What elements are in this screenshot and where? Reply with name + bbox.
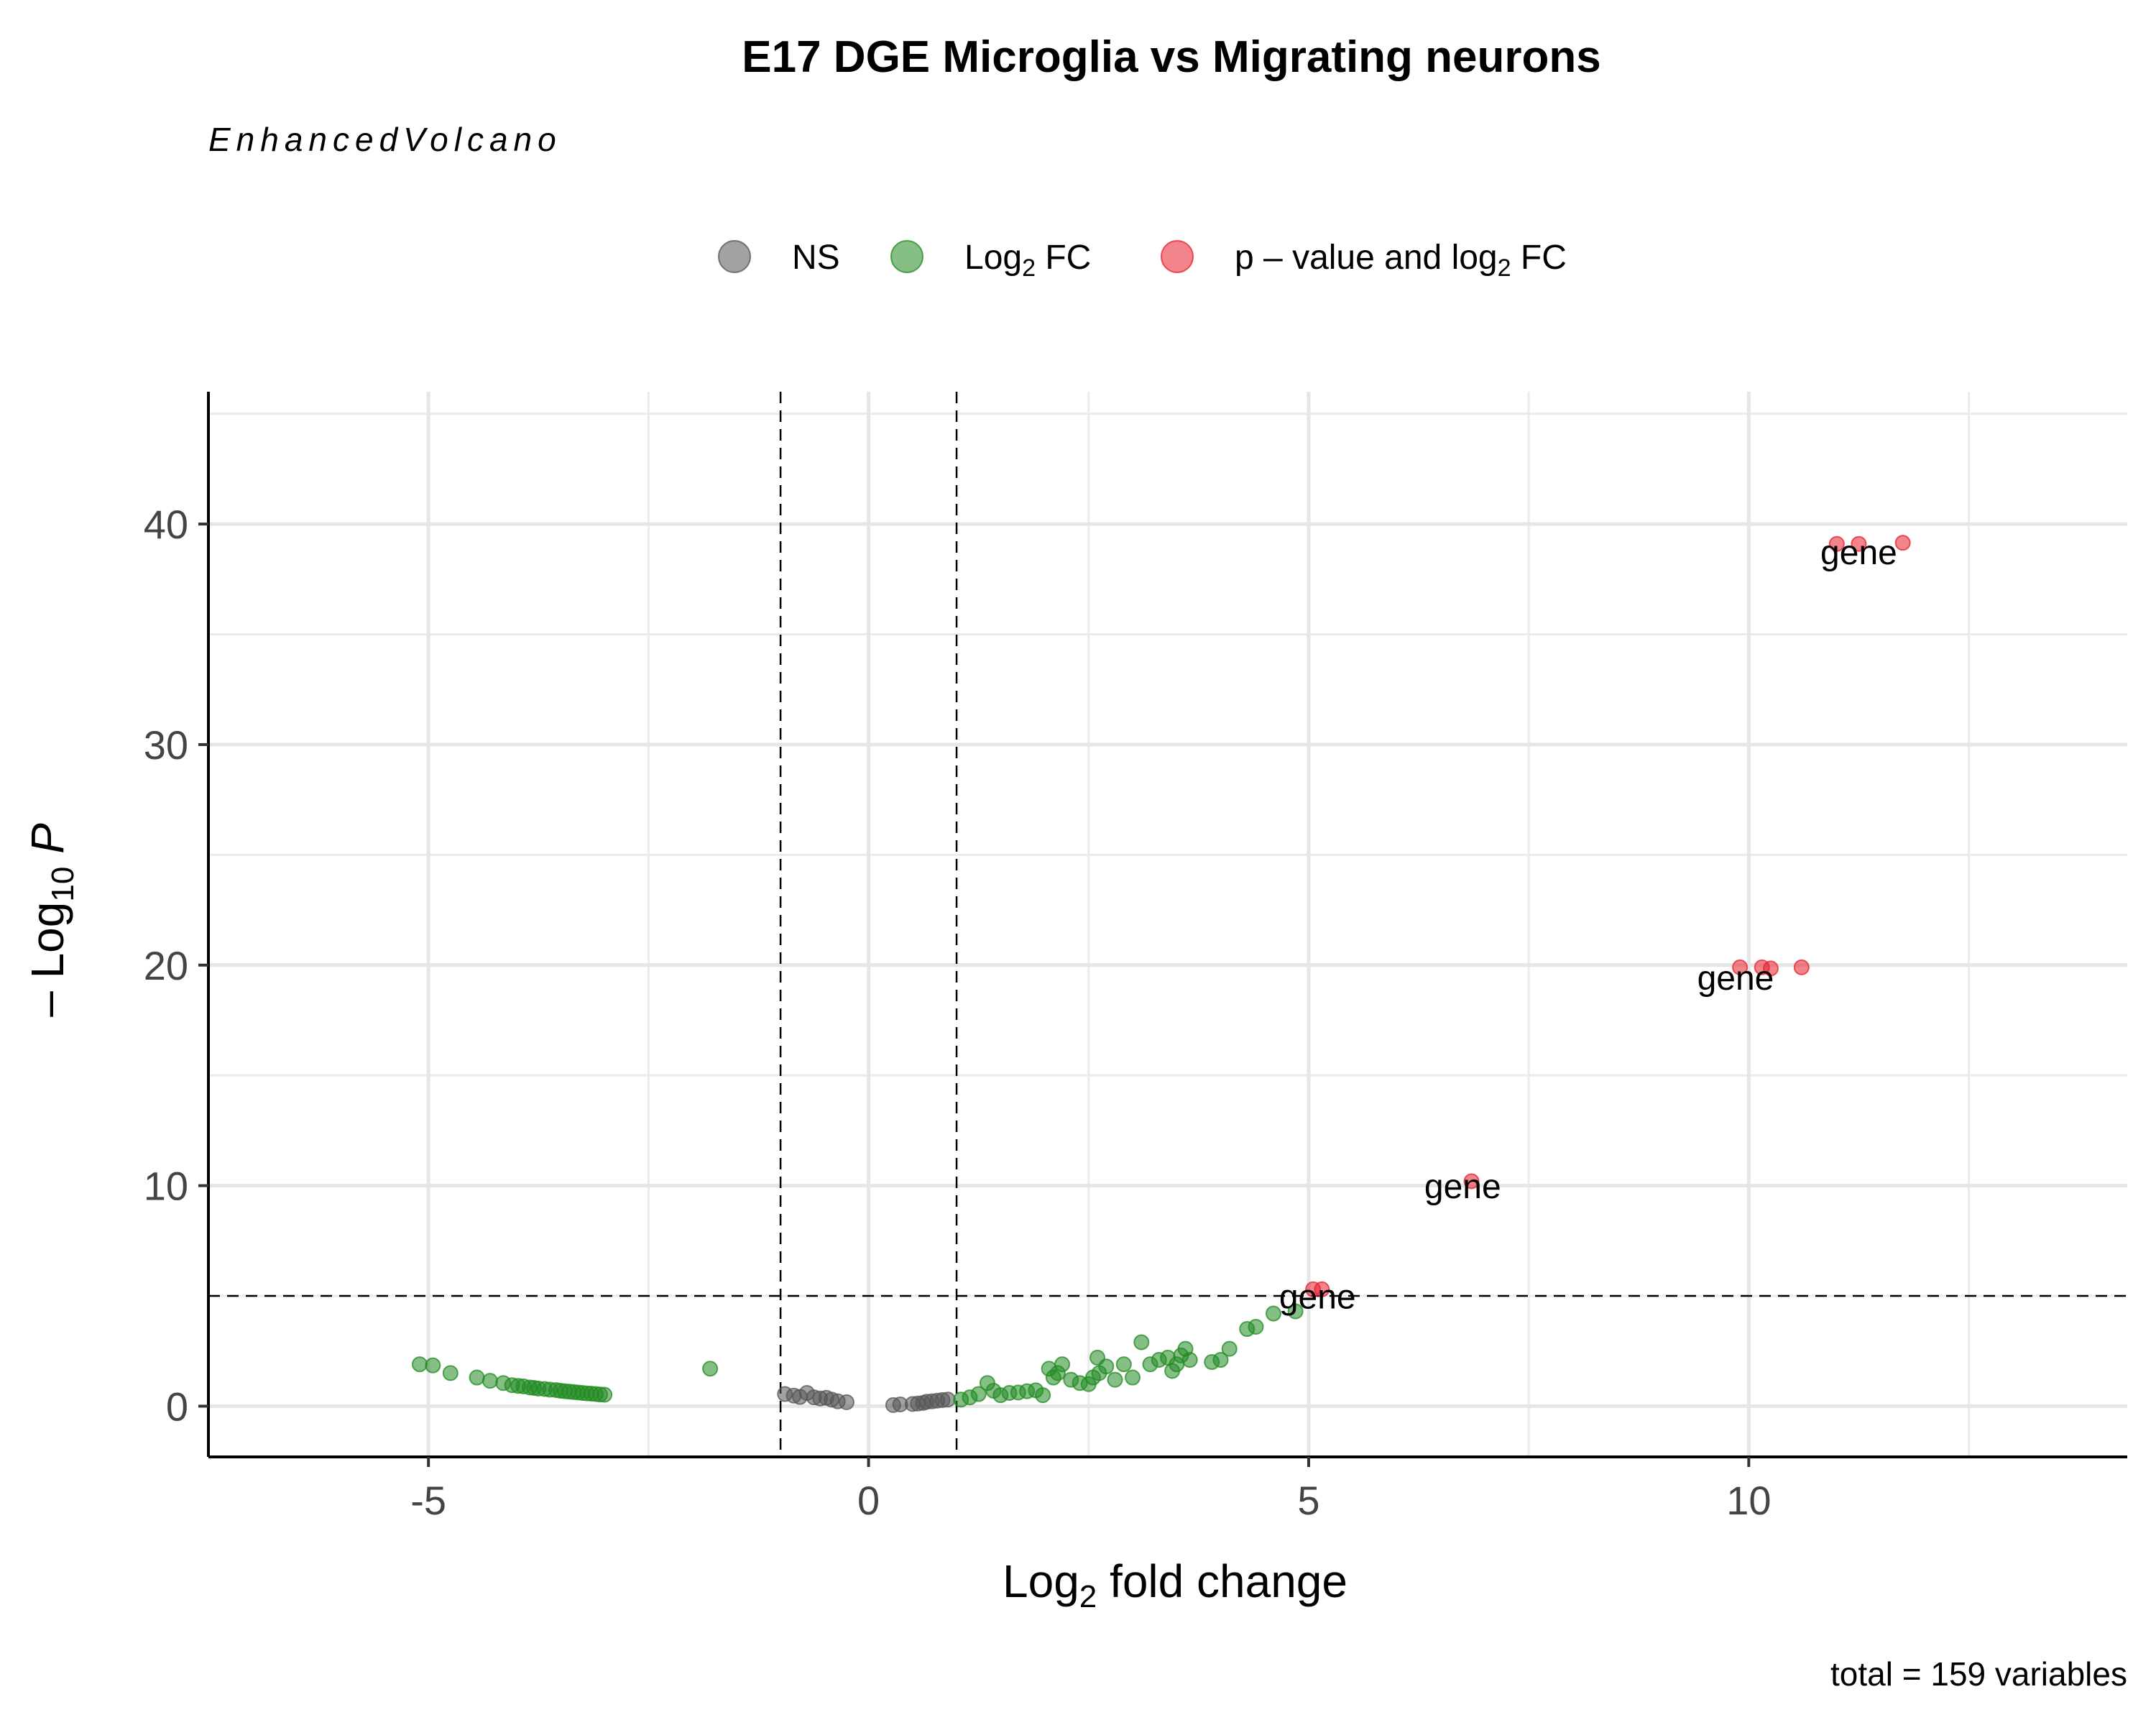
data-point-series-1 [1248,1318,1264,1335]
data-point-series-2 [1851,535,1867,552]
x-axis-title-text: fold change [1110,1555,1348,1607]
major-gridlines [208,392,2127,1457]
data-point-series-2 [1732,959,1749,975]
data-point-series-1 [1265,1305,1281,1322]
y-axis-title-space [22,854,73,867]
y-axis-title: – Log10 P [22,823,80,1017]
data-point-series-1 [702,1361,719,1377]
data-point-series-2 [1314,1281,1330,1297]
data-point-series-1 [1035,1387,1051,1404]
caption: total = 159 variables [1830,1655,2127,1693]
x-axis-title-subscript: 2 [1079,1579,1097,1614]
y-tick-label: 20 [144,943,188,988]
legend-label-p_fc: p – value and log2 FC [1235,239,1567,282]
x-tick-label: 5 [1297,1478,1319,1523]
data-point-series-2 [1463,1173,1480,1190]
data-point-series-1 [1287,1303,1304,1320]
data-point-series-1 [482,1373,498,1389]
chart-subtitle: EnhancedVolcano [208,121,562,158]
gene-label: gene [1820,534,1897,572]
gene-label: gene [1424,1168,1501,1206]
data-point-series-1 [1115,1356,1132,1373]
data-points [411,535,1911,1413]
x-tick-label: 10 [1726,1478,1771,1523]
data-point-series-2 [1793,959,1810,975]
gene-labels: gene gene gene gene [1279,534,1897,1317]
legend-label-fc: Log2 FC [964,239,1091,282]
chart-title: E17 DGE Microglia vs Migrating neurons [742,32,1600,82]
y-axis-title-variable: P [22,823,73,854]
legend: NS Log2 FC p – value and log2 FC [718,239,1567,282]
x-axis-title-prefix: Log [1003,1555,1079,1607]
data-point-series-1 [1125,1369,1141,1386]
data-point-series-1 [1054,1356,1071,1373]
x-axis-title: Log2 fold change [1003,1555,1348,1614]
legend-key-fc [890,240,923,273]
y-tick-label: 40 [144,502,188,547]
data-point-series-0 [838,1394,854,1410]
gene-label: gene [1279,1279,1356,1317]
data-point-series-2 [1762,960,1779,977]
x-tick-label: -5 [410,1478,446,1523]
legend-key-p_fc [1161,240,1194,273]
y-tick-label: 0 [166,1384,188,1429]
x-axis-ticks: -5 0 5 10 [410,1457,1771,1523]
data-point-series-1 [1212,1351,1229,1368]
gene-label: gene [1697,960,1774,998]
data-point-series-1 [1098,1358,1115,1375]
data-point-series-1 [1181,1351,1198,1368]
data-point-series-1 [970,1386,987,1402]
x-tick-label: 0 [857,1478,880,1523]
cutoff-lines [208,392,2127,1457]
data-point-series-1 [1133,1334,1150,1351]
legend-label-ns: NS [792,239,840,277]
y-axis-title-prefix: – Log [22,902,73,1017]
y-tick-label: 10 [144,1164,188,1209]
data-point-series-1 [596,1386,613,1403]
data-point-series-2 [1828,535,1845,552]
y-tick-label: 30 [144,722,188,768]
y-axis-title-subscript: 10 [45,867,80,902]
data-point-series-1 [1107,1371,1123,1388]
y-axis-ticks: 0 10 20 30 40 [144,502,208,1429]
data-point-series-2 [1894,535,1911,551]
data-point-series-1 [425,1357,441,1374]
data-point-series-1 [411,1356,428,1373]
data-point-series-1 [442,1365,459,1381]
legend-key-ns [718,240,751,273]
data-point-series-1 [1221,1340,1238,1357]
data-point-series-0 [939,1392,956,1408]
data-point-series-1 [469,1369,485,1386]
x-axis-title-space [1097,1555,1110,1607]
